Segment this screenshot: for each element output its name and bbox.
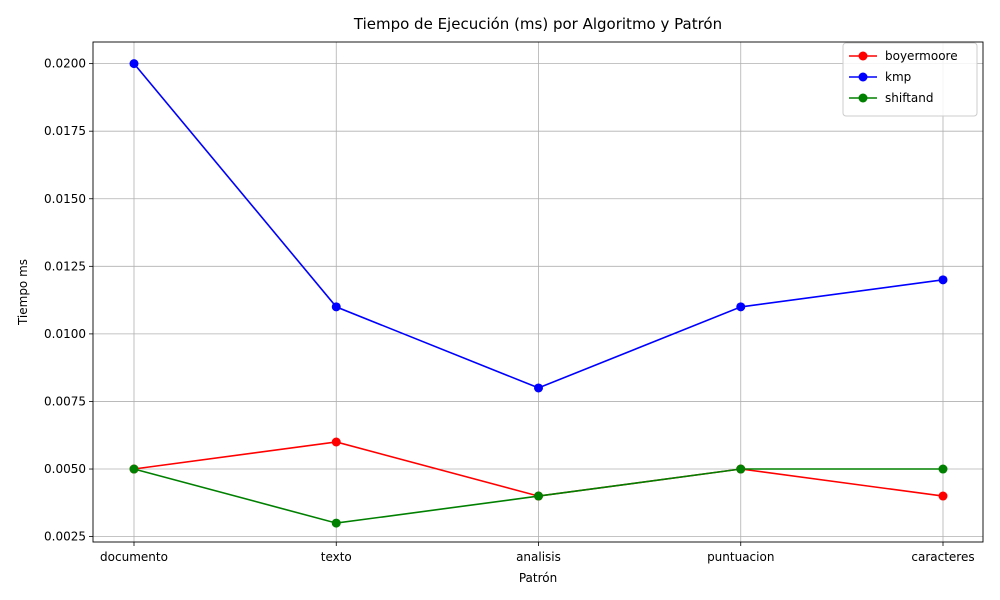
data-point-kmp xyxy=(938,275,948,285)
grid xyxy=(93,42,983,542)
y-tick-label: 0.0150 xyxy=(44,192,86,206)
plot-frame xyxy=(92,41,984,543)
legend-marker-boyermoore xyxy=(858,51,868,61)
data-point-shiftand xyxy=(938,464,948,474)
y-tick-label: 0.0050 xyxy=(44,462,86,476)
legend-label-kmp: kmp xyxy=(885,70,911,84)
y-axis-ticks: 0.0025 0.0050 0.0075 0.0100 0.0125 0.0150 0.01… xyxy=(44,57,93,544)
y-tick-label: 0.0200 xyxy=(44,57,86,71)
chart-title: Tiempo de Ejecución (ms) por Algoritmo y… xyxy=(353,15,722,33)
data-point-shiftand xyxy=(129,464,139,474)
data-point-kmp xyxy=(534,383,543,393)
y-tick-label: 0.0100 xyxy=(44,327,86,341)
data-point-shiftand xyxy=(736,464,746,474)
x-tick-label: analisis xyxy=(516,550,561,564)
data-point-kmp xyxy=(331,302,341,312)
y-tick-label: 0.0175 xyxy=(44,124,86,138)
data-point-kmp xyxy=(736,302,746,312)
legend-label-shiftand: shiftand xyxy=(885,91,934,105)
y-axis-label: Tiempo ms xyxy=(16,259,30,326)
legend-label-boyermoore: boyermoore xyxy=(885,49,958,63)
data-point-kmp xyxy=(129,59,139,69)
x-tick-label: caracteres xyxy=(911,550,974,564)
data-point-boyermoore xyxy=(938,491,948,501)
x-axis-label: Patrón xyxy=(519,571,557,585)
series-points xyxy=(129,59,948,528)
y-tick-label: 0.0125 xyxy=(44,259,86,273)
y-tick-label: 0.0075 xyxy=(44,394,86,408)
x-tick-label: puntuacion xyxy=(707,550,774,564)
x-tick-label: documento xyxy=(100,550,168,564)
legend: boyermoore kmp shiftand xyxy=(842,42,978,117)
data-point-shiftand xyxy=(534,491,543,501)
data-point-shiftand xyxy=(331,518,341,528)
x-axis-ticks: documento texto analisis puntuacion caracter… xyxy=(100,542,975,564)
y-tick-label: 0.0025 xyxy=(44,530,86,544)
legend-marker-shiftand xyxy=(858,93,868,103)
data-point-boyermoore xyxy=(331,437,341,447)
legend-marker-kmp xyxy=(858,72,868,82)
x-tick-label: texto xyxy=(321,550,352,564)
